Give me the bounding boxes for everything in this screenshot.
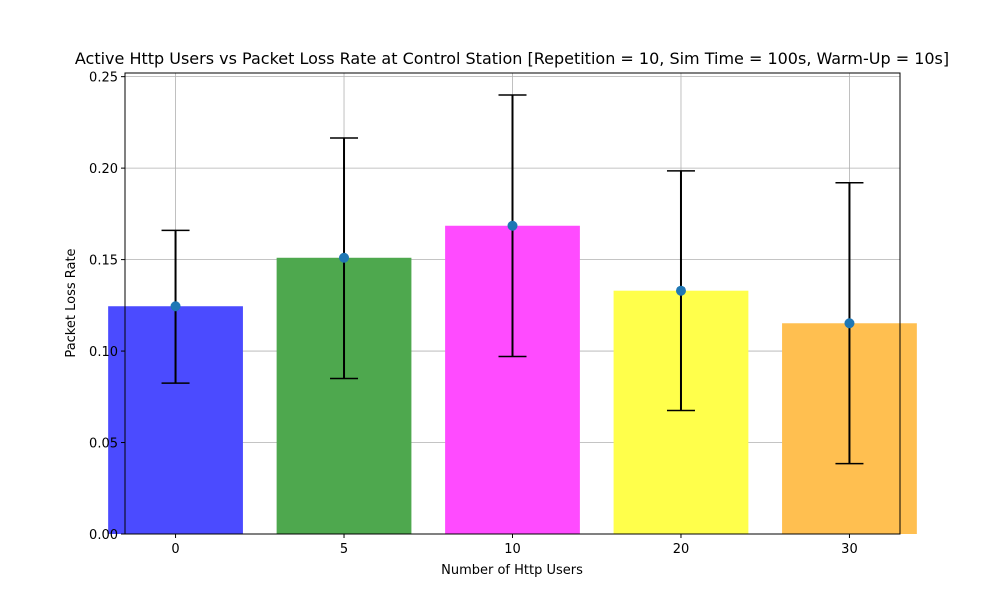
y-axis-ticks: 0.00 0.05 0.10 0.15 0.20 0.25 xyxy=(89,71,125,543)
mean-point-30 xyxy=(844,318,855,329)
y-tick-label: 0.10 xyxy=(89,345,118,360)
y-tick-label: 0.25 xyxy=(89,71,118,86)
mean-point-10 xyxy=(507,220,518,231)
x-tick-label: 10 xyxy=(504,542,521,557)
y-axis-label: Packet Loss Rate xyxy=(64,248,79,357)
x-axis-label: Number of Http Users xyxy=(441,563,583,578)
chart-title: Active Http Users vs Packet Loss Rate at… xyxy=(75,49,949,68)
x-tick-label: 30 xyxy=(841,542,858,557)
y-tick-label: 0.15 xyxy=(89,254,118,269)
x-tick-label: 20 xyxy=(673,542,690,557)
x-tick-label: 5 xyxy=(340,542,348,557)
y-tick-label: 0.05 xyxy=(89,437,118,452)
y-tick-label: 0.20 xyxy=(89,162,118,177)
mean-point-5 xyxy=(339,252,350,263)
mean-point-20 xyxy=(675,285,686,296)
x-axis-ticks: 0 5 10 20 30 xyxy=(171,534,858,557)
mean-points xyxy=(170,220,855,329)
x-tick-label: 0 xyxy=(171,542,179,557)
y-tick-label: 0.00 xyxy=(89,528,118,543)
mean-point-0 xyxy=(170,301,181,312)
